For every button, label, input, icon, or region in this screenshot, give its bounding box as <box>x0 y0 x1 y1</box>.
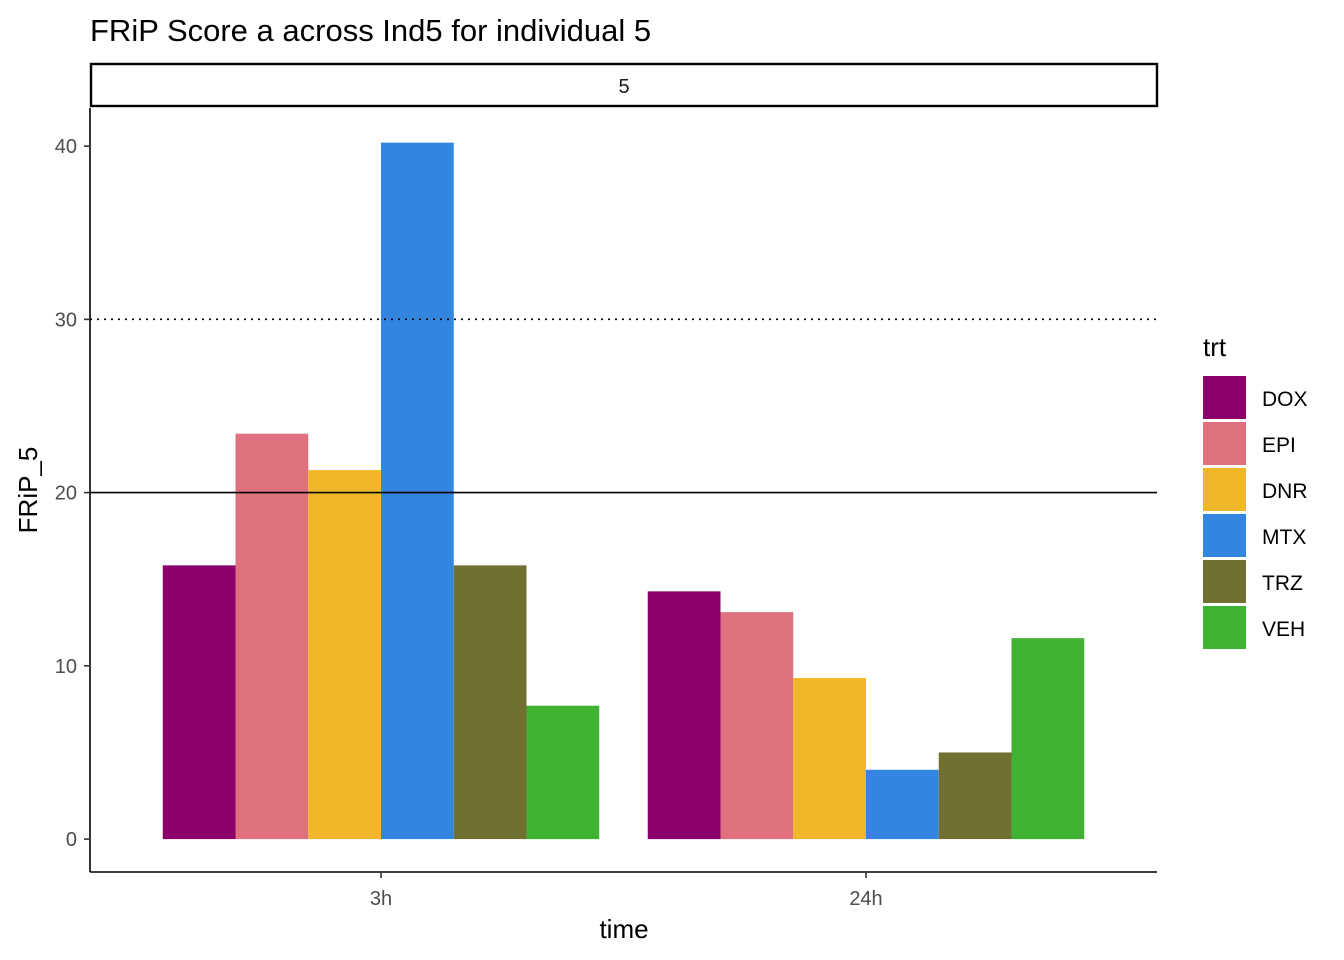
y-tick-label: 40 <box>55 136 77 158</box>
bar-dnr-3h <box>308 470 381 840</box>
legend-label-mtx: MTX <box>1262 526 1306 549</box>
x-axis-title: time <box>599 914 648 944</box>
bar-epi-24h <box>720 612 794 840</box>
legend-label-veh: VEH <box>1262 618 1305 641</box>
bar-epi-3h <box>235 433 309 840</box>
legend-key-epi <box>1203 422 1246 465</box>
facet-strip-box <box>89 62 1159 108</box>
bar-mtx-24h <box>866 769 939 840</box>
legend-key-dnr <box>1203 468 1246 511</box>
chart-title: FRiP Score a across Ind5 for individual … <box>90 13 651 48</box>
bar-trz-24h <box>938 752 1012 840</box>
legend-key-dox <box>1203 376 1246 419</box>
x-tick-label: 24h <box>849 888 882 910</box>
facet-strip: 5 <box>89 62 1159 108</box>
legend-label-dnr: DNR <box>1262 480 1308 503</box>
bar-veh-3h <box>526 705 600 840</box>
bar-dox-3h <box>162 565 236 840</box>
legend: trt DOX EPI DNR MTX TRZ VEH <box>1203 332 1308 649</box>
legend-key-trz <box>1203 560 1246 603</box>
y-tick-label: 20 <box>55 483 77 505</box>
x-ticks: 3h 24h <box>370 872 883 910</box>
legend-key-veh <box>1203 606 1246 649</box>
legend-label-trz: TRZ <box>1262 572 1303 595</box>
y-ticks: 0 10 20 30 40 <box>55 136 90 851</box>
bar-trz-3h <box>453 565 527 840</box>
y-axis-title: FRiP_5 <box>13 447 43 534</box>
bar-dnr-24h <box>793 677 866 840</box>
legend-label-epi: EPI <box>1262 434 1296 457</box>
x-tick-label: 3h <box>370 888 392 910</box>
y-tick-label: 10 <box>55 656 77 678</box>
legend-label-dox: DOX <box>1262 388 1308 411</box>
bars <box>162 142 1085 840</box>
legend-key-mtx <box>1203 514 1246 557</box>
plot-area: 0 10 20 30 40 3h 24h <box>55 108 1157 910</box>
bar-mtx-3h <box>381 142 454 840</box>
y-tick-label: 30 <box>55 309 77 331</box>
reference-lines <box>90 318 1157 494</box>
legend-title: trt <box>1203 332 1227 362</box>
bar-veh-24h <box>1011 638 1085 840</box>
y-tick-label: 0 <box>66 829 77 851</box>
bar-dox-24h <box>647 591 721 840</box>
facet-strip-label: 5 <box>618 76 629 98</box>
